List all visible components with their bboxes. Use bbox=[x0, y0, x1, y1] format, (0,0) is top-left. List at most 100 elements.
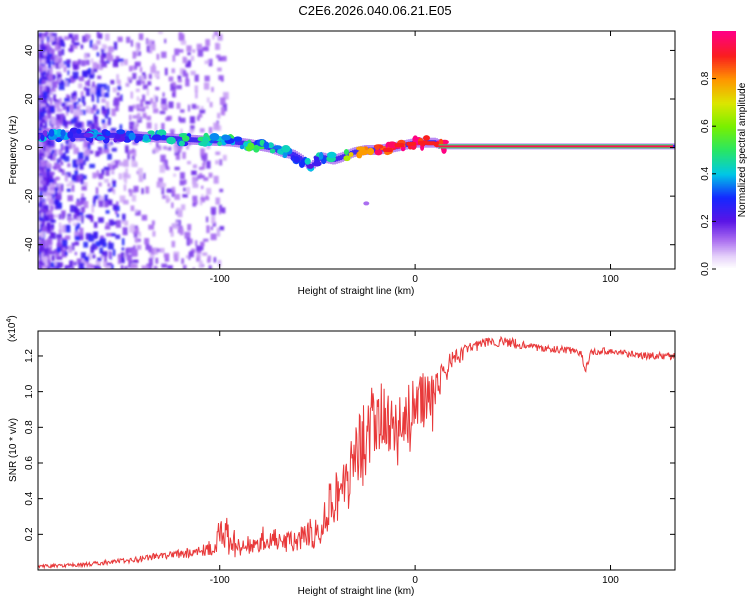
noise-speck bbox=[39, 64, 43, 69]
noise-speck bbox=[49, 267, 56, 269]
noise-speck bbox=[51, 117, 56, 126]
noise-speck bbox=[67, 268, 73, 269]
noise-speck bbox=[71, 37, 75, 44]
noise-speck bbox=[73, 34, 79, 41]
noise-speck bbox=[75, 225, 78, 233]
noise-speck bbox=[166, 147, 170, 151]
noise-speck bbox=[107, 163, 114, 171]
x-tick-label: 100 bbox=[602, 274, 619, 285]
ridge-band bbox=[354, 149, 356, 155]
noise-speck bbox=[158, 31, 163, 35]
colorbar-step bbox=[712, 103, 736, 106]
noise-speck bbox=[133, 227, 139, 235]
colorbar-step bbox=[712, 49, 736, 52]
noise-speck bbox=[66, 63, 71, 68]
noise-speck bbox=[40, 157, 45, 165]
noise-speck bbox=[84, 256, 90, 261]
ridge-blob bbox=[366, 147, 375, 156]
noise-speck bbox=[55, 250, 60, 258]
noise-speck bbox=[38, 263, 42, 269]
noise-speck bbox=[65, 235, 71, 240]
ridge-band bbox=[150, 134, 152, 140]
noise-speck bbox=[93, 222, 98, 228]
noise-speck bbox=[57, 45, 61, 50]
noise-speck bbox=[177, 210, 183, 218]
noise-speck bbox=[218, 206, 221, 215]
noise-speck bbox=[146, 38, 149, 45]
noise-speck bbox=[40, 264, 47, 269]
noise-speck bbox=[180, 109, 185, 113]
ridge-band bbox=[190, 137, 192, 143]
noise-speck bbox=[153, 94, 157, 101]
noise-speck bbox=[144, 238, 150, 245]
noise-speck bbox=[206, 145, 211, 150]
noise-speck bbox=[169, 226, 173, 233]
noise-speck bbox=[67, 172, 71, 178]
noise-speck bbox=[72, 175, 78, 181]
noise-speck bbox=[202, 252, 208, 256]
noise-speck bbox=[75, 208, 80, 217]
colorbar-step bbox=[712, 185, 736, 188]
noise-speck bbox=[83, 241, 88, 248]
noise-speck bbox=[72, 43, 78, 49]
noise-speck bbox=[208, 127, 213, 134]
noise-speck bbox=[77, 152, 84, 159]
noise-speck bbox=[44, 258, 48, 263]
colorbar-tick-label: 0.8 bbox=[700, 71, 711, 85]
noise-speck bbox=[207, 255, 212, 262]
noise-speck bbox=[152, 220, 155, 226]
noise-speck bbox=[54, 149, 58, 155]
noise-speck bbox=[136, 96, 140, 102]
noise-speck bbox=[38, 34, 42, 42]
y-tick-label: -20 bbox=[24, 188, 35, 203]
noise-speck bbox=[146, 88, 149, 96]
noise-speck bbox=[92, 199, 96, 207]
noise-speck bbox=[181, 258, 184, 264]
noise-speck bbox=[217, 43, 221, 50]
noise-speck bbox=[78, 212, 84, 218]
noise-speck bbox=[61, 214, 65, 220]
noise-speck bbox=[131, 264, 138, 268]
ridge-band bbox=[300, 156, 302, 162]
ridge-blob bbox=[343, 155, 351, 162]
noise-speck bbox=[136, 244, 142, 250]
noise-speck bbox=[56, 79, 61, 85]
noise-speck bbox=[65, 173, 68, 182]
noise-speck bbox=[142, 84, 148, 90]
noise-speck bbox=[39, 216, 42, 222]
noise-speck bbox=[199, 166, 204, 170]
noise-speck bbox=[153, 147, 159, 153]
noise-speck bbox=[108, 117, 111, 126]
noise-speck bbox=[183, 187, 186, 192]
noise-speck bbox=[98, 217, 104, 223]
colorbar-step bbox=[712, 115, 736, 118]
noise-speck bbox=[151, 44, 156, 51]
colorbar-step bbox=[712, 251, 736, 254]
noise-speck bbox=[114, 97, 120, 106]
noise-speck bbox=[182, 70, 187, 77]
snr-scale-label: (x104) bbox=[6, 315, 18, 342]
ridge-blob bbox=[247, 142, 255, 150]
colorbar-tick-label: 0.6 bbox=[700, 119, 711, 133]
noise-speck bbox=[49, 90, 54, 95]
noise-speck bbox=[208, 172, 213, 178]
noise-speck bbox=[217, 112, 221, 119]
noise-speck bbox=[124, 59, 128, 66]
noise-speck bbox=[48, 214, 54, 218]
noise-speck bbox=[62, 115, 66, 123]
noise-speck bbox=[125, 168, 128, 174]
noise-speck bbox=[51, 255, 55, 261]
noise-speck bbox=[60, 113, 65, 118]
noise-speck bbox=[74, 261, 77, 266]
noise-speck bbox=[95, 187, 99, 195]
colorbar-step bbox=[712, 127, 736, 130]
noise-speck bbox=[38, 94, 41, 102]
noise-speck bbox=[83, 86, 87, 91]
noise-speck bbox=[96, 83, 102, 88]
noise-speck bbox=[145, 265, 149, 269]
spectrogram-ylabel: Frequency (Hz) bbox=[8, 116, 19, 185]
noise-speck bbox=[124, 177, 127, 184]
noise-speck bbox=[132, 160, 137, 166]
noise-speck bbox=[81, 60, 86, 67]
ridge-peak bbox=[382, 148, 393, 152]
